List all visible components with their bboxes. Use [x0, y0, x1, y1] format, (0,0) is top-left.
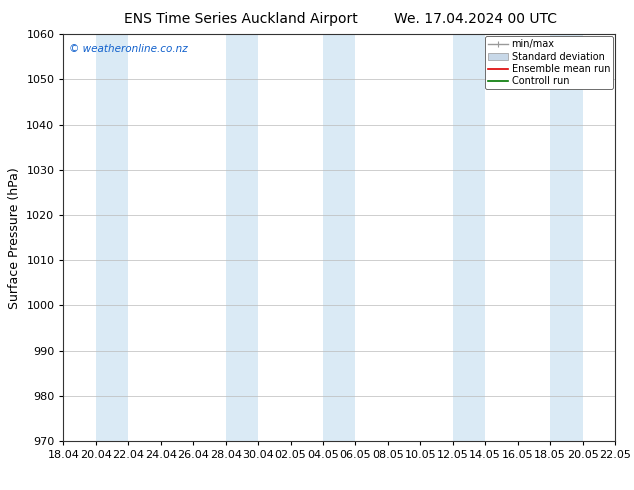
- Y-axis label: Surface Pressure (hPa): Surface Pressure (hPa): [8, 167, 21, 309]
- Bar: [226, 34, 258, 441]
- Bar: [96, 34, 128, 441]
- Bar: [550, 34, 583, 441]
- Bar: [323, 34, 356, 441]
- Text: © weatheronline.co.nz: © weatheronline.co.nz: [69, 45, 188, 54]
- Bar: [453, 34, 485, 441]
- Text: ENS Time Series Auckland Airport: ENS Time Series Auckland Airport: [124, 12, 358, 26]
- Text: We. 17.04.2024 00 UTC: We. 17.04.2024 00 UTC: [394, 12, 557, 26]
- Legend: min/max, Standard deviation, Ensemble mean run, Controll run: min/max, Standard deviation, Ensemble me…: [486, 36, 613, 89]
